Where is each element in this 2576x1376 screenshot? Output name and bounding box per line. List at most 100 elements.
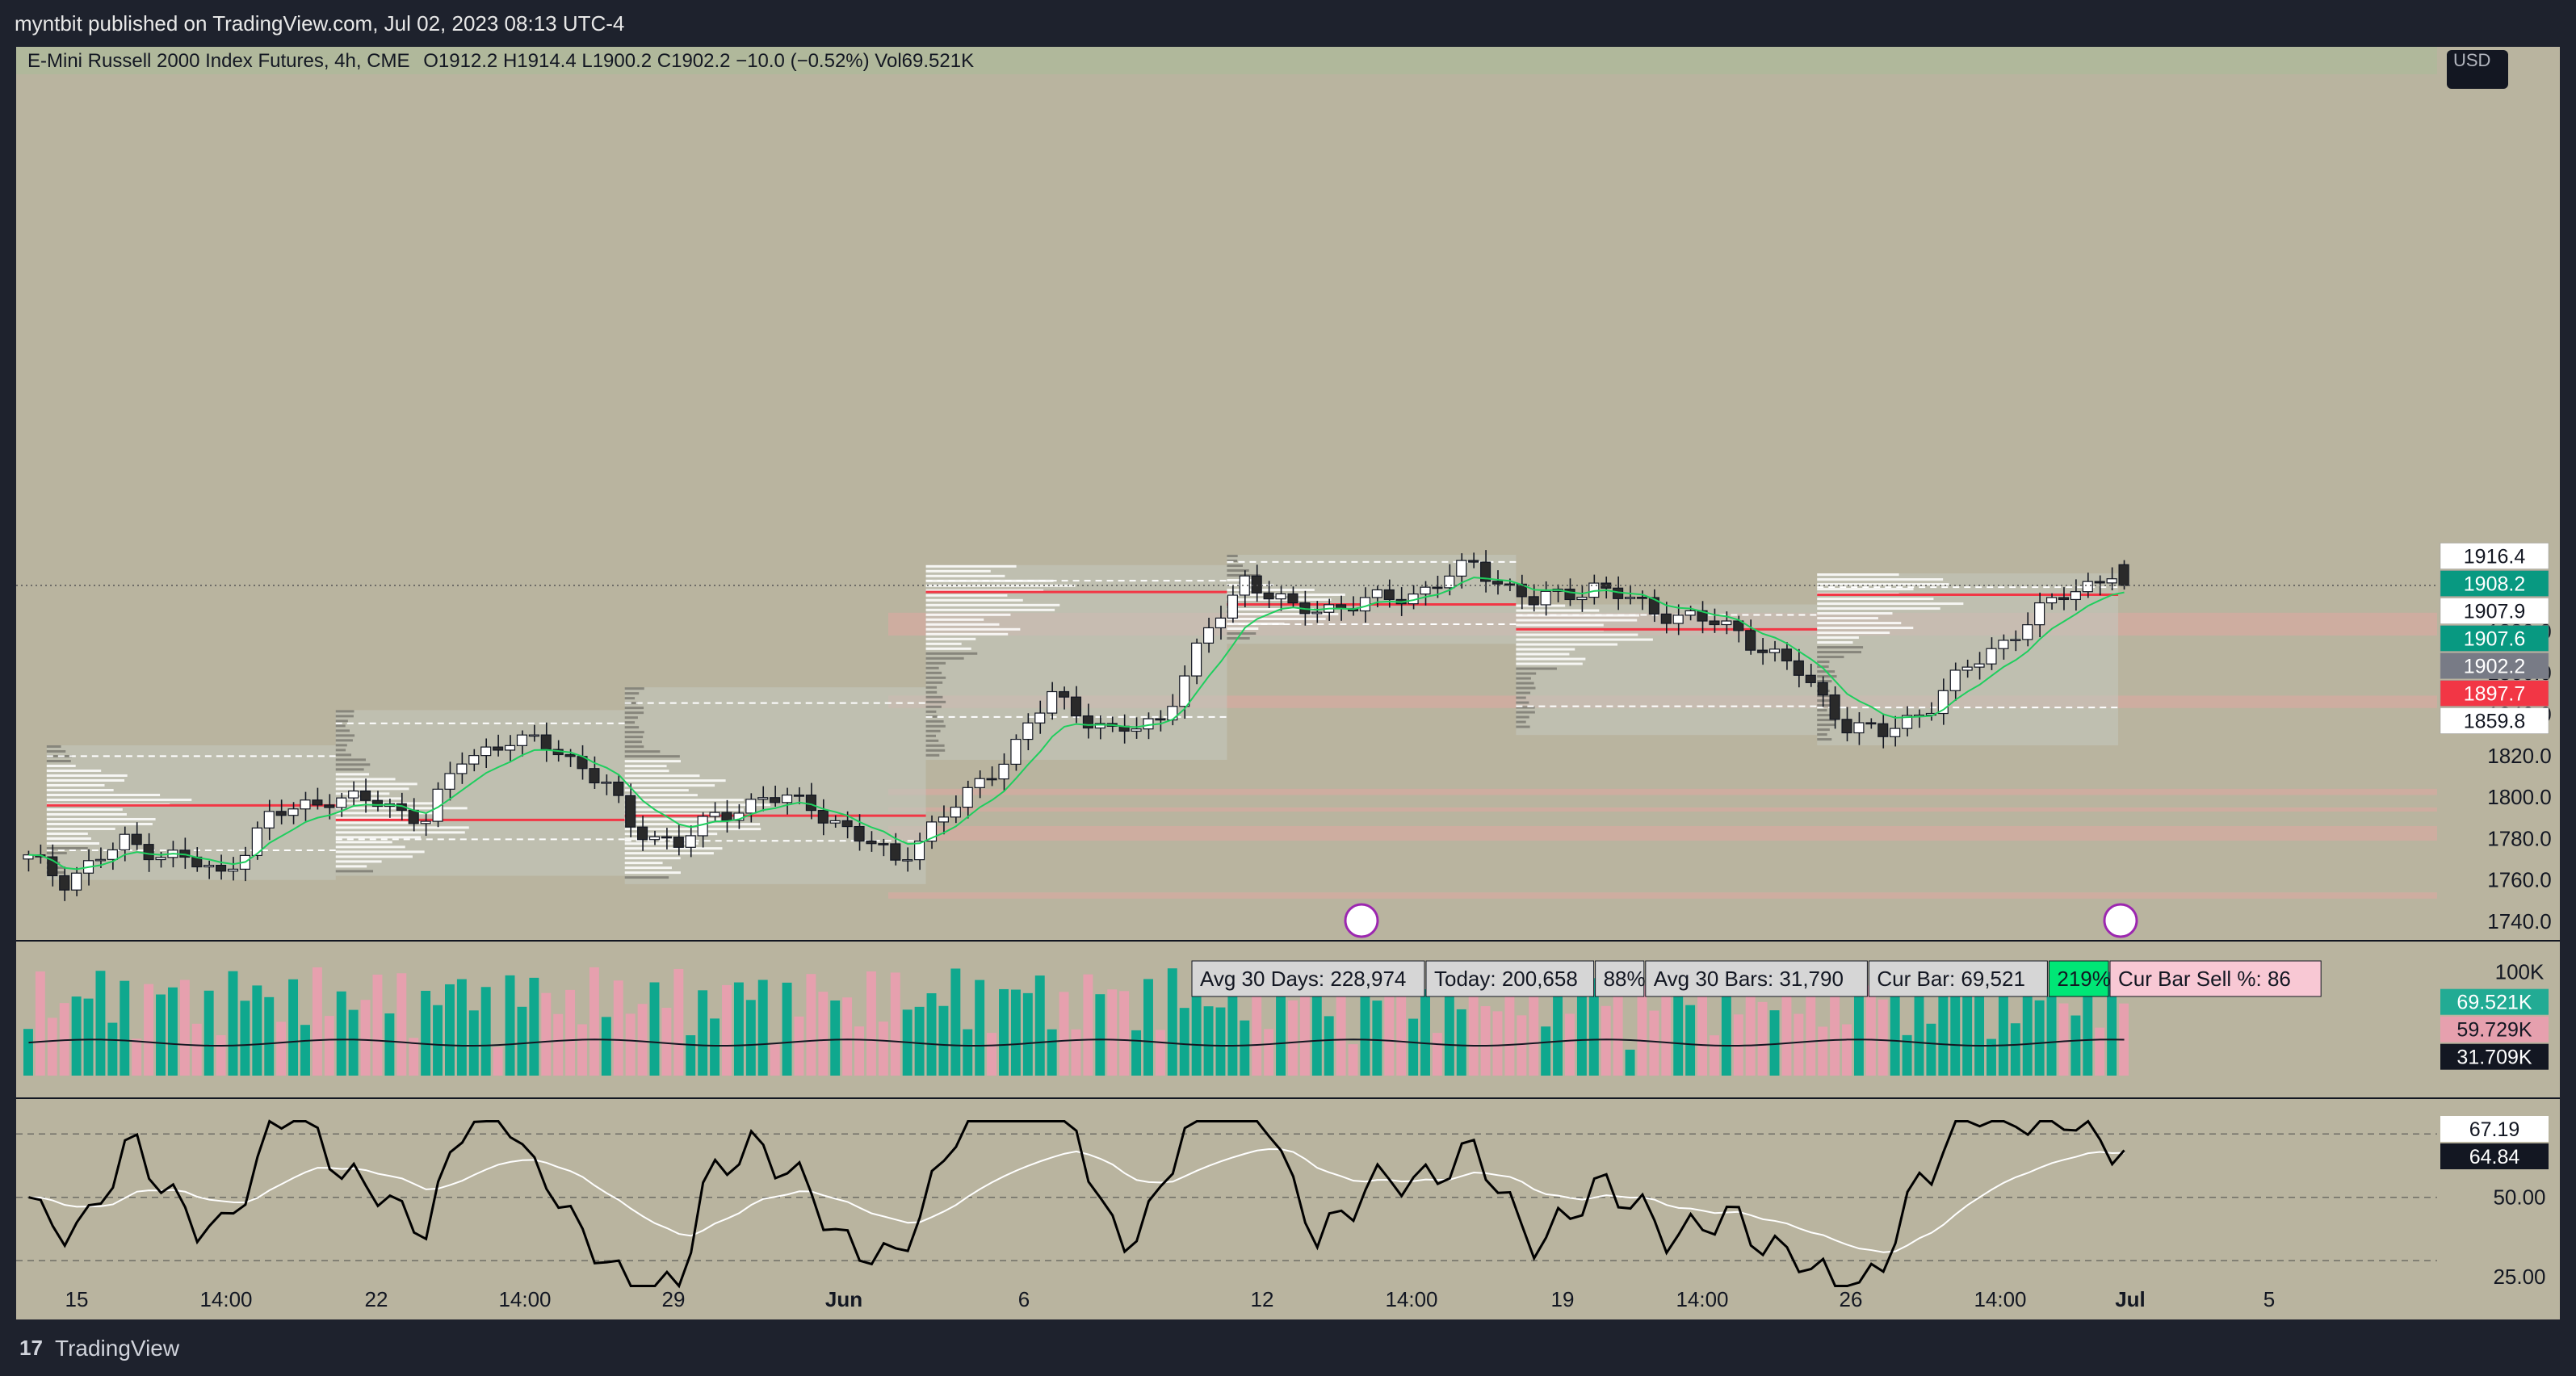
volume-tick: 100K: [2495, 960, 2545, 984]
profile-row: [335, 724, 346, 728]
volume-bar: [613, 980, 623, 1076]
profile-row: [1227, 559, 1238, 562]
candle-body: [938, 816, 950, 823]
volume-bar: [1877, 999, 1888, 1076]
volume-bar: [673, 968, 684, 1076]
candle-body: [770, 797, 781, 803]
profile-row: [1817, 578, 1944, 581]
profile-row: [1817, 641, 1853, 644]
currency-button[interactable]: USD: [2447, 50, 2508, 89]
profile-row: [335, 826, 469, 829]
candle-body: [143, 844, 154, 861]
profile-row: [335, 715, 354, 718]
time-tick: 5: [2263, 1287, 2275, 1311]
time-tick: 14:00: [498, 1287, 551, 1311]
volume-bar: [661, 1008, 672, 1076]
candle-body: [1841, 719, 1852, 734]
profile-row: [46, 822, 153, 825]
volume-bar: [1107, 989, 1118, 1076]
candle-body: [709, 812, 720, 817]
profile-row: [46, 827, 115, 830]
candle-body: [793, 794, 805, 797]
volume-bar: [1565, 1013, 1575, 1076]
profile-row: [624, 692, 640, 695]
volume-bar: [950, 968, 961, 1076]
profile-row: [624, 808, 744, 812]
volume-bar: [456, 979, 467, 1076]
volume-bar: [71, 996, 82, 1076]
volume-bar: [1914, 992, 1924, 1076]
moving-average: [28, 577, 2125, 870]
profile-row: [1817, 675, 1837, 678]
candle-body: [1167, 706, 1178, 721]
price-label: 1916.4: [2464, 546, 2526, 568]
profile-row: [925, 681, 943, 684]
volume-bar: [1432, 1033, 1442, 1076]
volume-bar: [878, 1022, 888, 1076]
ma-line: [28, 577, 2125, 870]
volume-bar: [1468, 982, 1479, 1076]
candle-body: [1432, 586, 1443, 589]
volume-bar: [156, 994, 166, 1076]
profile-row: [624, 803, 771, 807]
stats-text: 219%: [2057, 967, 2111, 991]
candle-body: [781, 794, 793, 803]
profile-box: [46, 745, 336, 880]
zone-rect: [888, 807, 2437, 812]
volume-bar: [818, 992, 829, 1076]
volume-bar: [35, 971, 45, 1076]
price-axis: 1740.01760.01780.01800.01820.01840.01860…: [2440, 47, 2560, 1319]
profile-row: [1516, 619, 1638, 622]
stats-cell: [2048, 960, 2109, 997]
time-axis: 15 14:00 22 14:00 29 Jun 6 12 14:00 19 14:00 26 14:0…: [65, 1287, 2276, 1311]
chart-misc: [16, 585, 2560, 1099]
profile-row: [624, 745, 644, 749]
candle-body: [528, 734, 539, 737]
chart-area[interactable]: [16, 47, 2560, 1319]
profile-row: [624, 755, 680, 758]
profile-row: [46, 817, 156, 820]
volume-bar: [1926, 1023, 1936, 1076]
volume-bar: [336, 991, 346, 1076]
volume-bar: [1757, 1001, 1768, 1076]
volume-bar: [1529, 967, 1539, 1076]
candle-body: [324, 804, 335, 808]
volume-bar: [565, 989, 576, 1076]
price-tick: 1800.0: [2487, 785, 2552, 809]
candle-body: [817, 810, 829, 824]
price-label: 1859.8: [2464, 711, 2525, 733]
volume-bar: [1336, 984, 1346, 1076]
profile-row: [1516, 706, 1535, 709]
volume-bar: [854, 1026, 864, 1076]
rsi-pane: 25.00 50.00 67.19 64.84: [16, 1116, 2549, 1289]
volume-bar: [1541, 1026, 1551, 1076]
profile-row: [46, 745, 61, 748]
profile-row: [1227, 607, 1315, 610]
profile-row: [1817, 728, 1830, 732]
profile-row: [46, 851, 67, 854]
candle-body: [1070, 696, 1082, 717]
volume-bar: [324, 1016, 334, 1076]
profile-row: [925, 744, 945, 747]
symbol-title: E-Mini Russell 2000 Index Futures, 4h, C…: [27, 50, 410, 72]
volume-bar: [1155, 1030, 1165, 1076]
volume-bar: [203, 990, 214, 1076]
volume-bar: [733, 982, 744, 1076]
candle-body: [1793, 660, 1804, 676]
candle-body: [1034, 712, 1046, 724]
candle-body: [757, 797, 769, 800]
volume-bar: [1203, 1006, 1214, 1076]
candle-body: [275, 811, 287, 816]
profile-row: [624, 784, 715, 787]
volume-bar: [312, 967, 322, 1076]
candle-body: [1263, 592, 1274, 600]
candle-body: [420, 820, 431, 824]
profile-row: [925, 753, 940, 757]
volume-bar: [1408, 1018, 1419, 1076]
volume-bar: [23, 1029, 33, 1076]
profile-row: [335, 749, 346, 752]
profile-row: [624, 779, 726, 782]
candle-body: [2070, 591, 2081, 601]
volume-bar: [1348, 1044, 1358, 1076]
